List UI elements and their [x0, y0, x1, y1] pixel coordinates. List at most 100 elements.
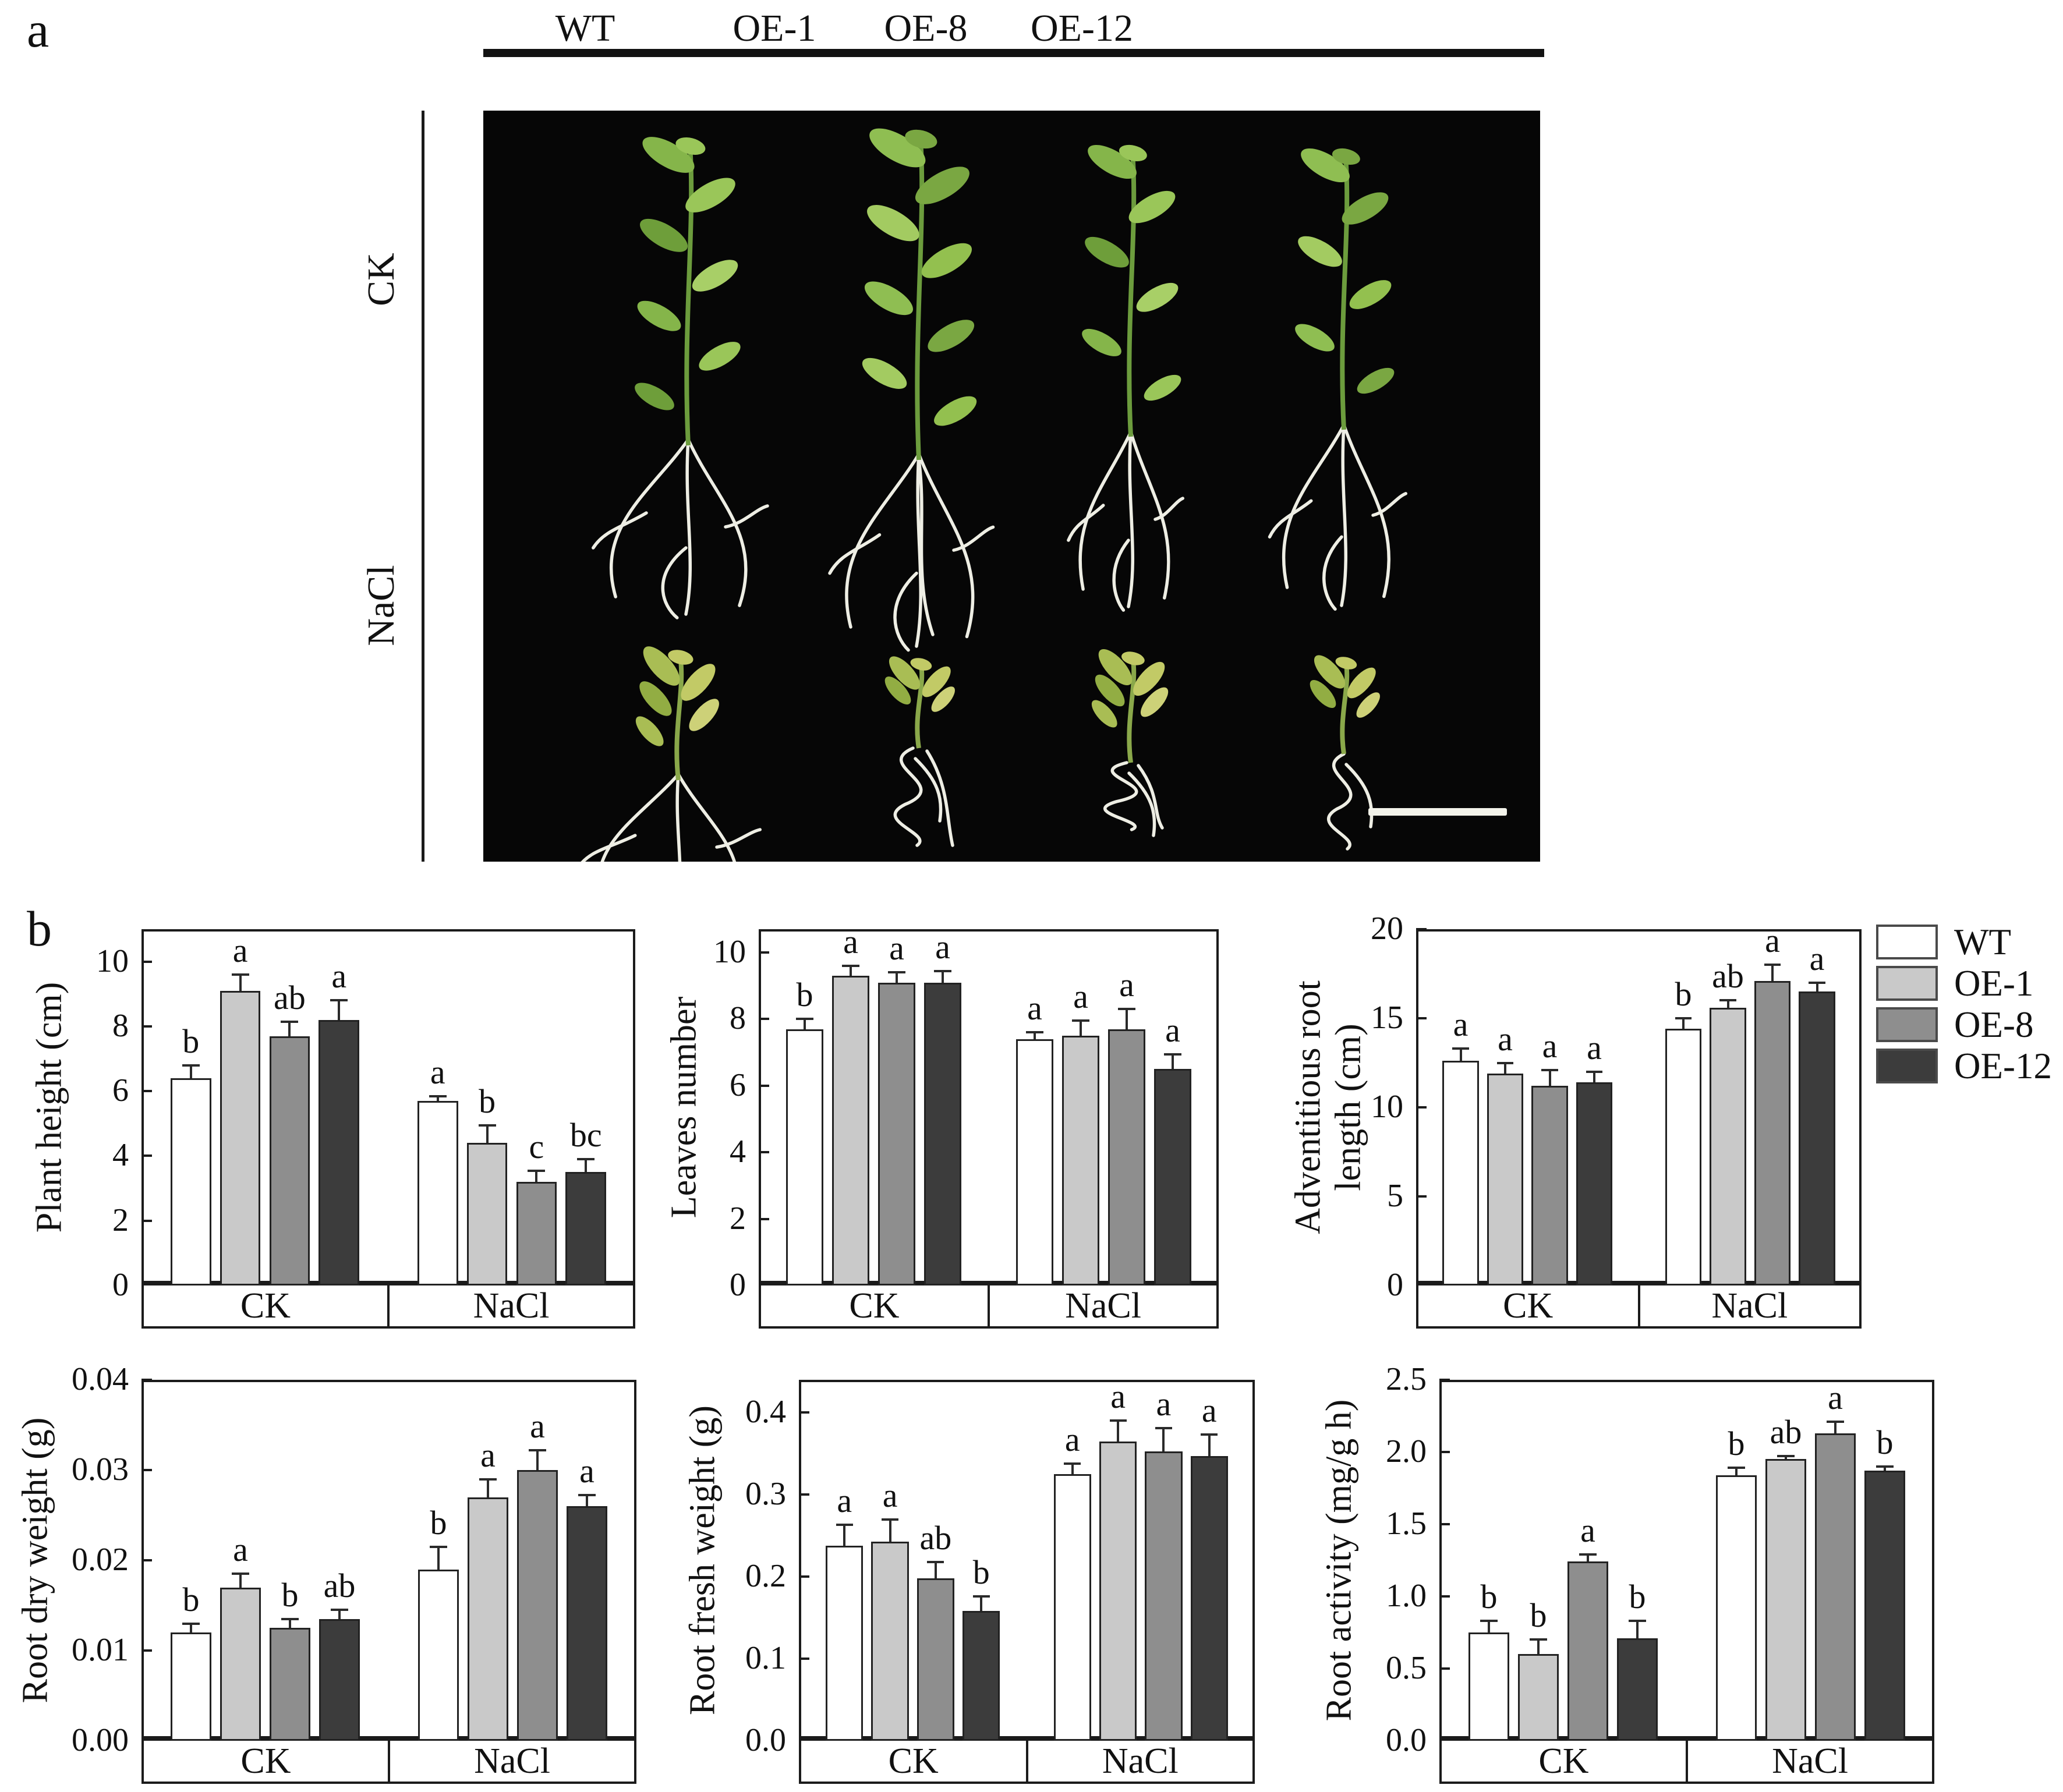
plant — [1091, 649, 1169, 837]
error-bar-cap — [1719, 999, 1736, 1002]
group-band-cell-ck: CK — [1503, 1286, 1554, 1326]
error-bar — [487, 1479, 489, 1497]
bar-ck-oe-12 — [963, 1611, 1000, 1741]
genotype-label-oe8: OE-8 — [884, 7, 968, 49]
y-tick-mark — [1439, 1595, 1450, 1598]
seedling-photo-panel — [483, 111, 1540, 925]
error-bar — [1771, 965, 1774, 981]
y-tick-mark — [141, 1154, 152, 1157]
error-bar — [804, 1019, 806, 1029]
y-tick-label: 0.4 — [745, 1394, 786, 1430]
error-bar-cap — [1064, 1462, 1081, 1465]
sig-letter: a — [1828, 1378, 1843, 1416]
chart-root-activity: 0.0 0.5 1.0 1.5 2.0 2.5 Root activity (mg/g h)… — [1319, 1363, 1934, 1784]
y-tick-mark — [141, 1025, 152, 1028]
error-bar-cap — [1480, 1620, 1498, 1623]
sig-letter: a — [1542, 1026, 1558, 1065]
chart-plant-height: 0 2 4 6 8 10 Plant height (cm) b a ab a a b c bc CK NaCl — [29, 929, 635, 1329]
error-bar — [536, 1450, 539, 1470]
y-tick-label: 5 — [1387, 1177, 1403, 1214]
y-axis-title-line: Adventitious root — [1288, 980, 1328, 1234]
y-axis-title: Root dry weight (g) — [15, 1418, 55, 1704]
error-bar — [1587, 1554, 1589, 1562]
plants-photo — [578, 128, 1507, 925]
bar-ck-oe-8 — [1531, 1086, 1568, 1285]
error-bar-cap — [330, 999, 348, 1002]
sig-letter: a — [1580, 1511, 1595, 1550]
error-bar-cap — [1827, 1420, 1844, 1423]
error-bar-cap — [331, 1609, 348, 1612]
y-axis-title-line: Plant height (cm) — [29, 982, 69, 1233]
bar-ck-wt — [1468, 1632, 1509, 1741]
y-tick-label: 2.5 — [1386, 1361, 1427, 1397]
sig-letter: a — [1453, 1005, 1468, 1044]
sig-letter: b — [1530, 1596, 1547, 1635]
sig-letter: c — [529, 1127, 544, 1166]
bar-nacl-oe-8 — [1145, 1451, 1183, 1741]
sig-letter: a — [430, 1053, 445, 1091]
error-bar — [1488, 1621, 1490, 1632]
error-bar-cap — [842, 964, 859, 967]
treatment-axis-rule — [422, 111, 424, 862]
y-tick-mark — [141, 1559, 152, 1561]
plant — [578, 646, 762, 925]
scale-bar — [1368, 808, 1507, 816]
plant — [884, 656, 955, 847]
error-bar-cap — [1026, 1031, 1043, 1034]
error-bar-cap — [430, 1545, 447, 1548]
sig-letter: a — [579, 1452, 595, 1490]
error-bar — [289, 1619, 291, 1628]
sig-letter: ab — [919, 1518, 952, 1557]
y-tick-mark — [1416, 1106, 1427, 1109]
sig-letter: a — [1201, 1391, 1217, 1430]
legend-swatch-oe1 — [1876, 966, 1938, 1001]
sig-letter: a — [233, 1531, 248, 1569]
bar-nacl-oe-12 — [565, 1172, 606, 1285]
bar-ck-oe-12 — [319, 1619, 360, 1741]
error-bar-cap — [528, 1169, 546, 1172]
error-bar-cap — [1629, 1620, 1646, 1623]
error-bar — [850, 965, 852, 976]
bar-ck-oe-8 — [917, 1578, 954, 1741]
sig-letter: a — [889, 929, 904, 968]
error-bar — [1735, 1468, 1738, 1475]
bar-ck-oe-1 — [871, 1541, 909, 1741]
bar-nacl-oe-12 — [567, 1506, 607, 1741]
group-band-cell-ck: CK — [240, 1741, 291, 1781]
error-bar — [338, 1610, 341, 1619]
chart-root-dry-weight: 0.00 0.01 0.02 0.03 0.04 Root dry weight (g) b… — [15, 1363, 636, 1784]
y-tick-label: 0.0 — [745, 1722, 786, 1758]
chart-leaves-number: 0 2 4 6 8 10 Leaves number b a a a a a a a CK NaCl — [664, 925, 1219, 1329]
sig-letter: b — [1629, 1578, 1646, 1616]
bar-ck-oe-12 — [1576, 1082, 1613, 1285]
y-tick-mark — [141, 1649, 152, 1652]
error-bar — [338, 1000, 341, 1020]
bar-ck-oe-8 — [1567, 1561, 1608, 1741]
error-bar — [889, 1519, 891, 1542]
legend-item-oe1: OE-1 — [1876, 965, 2052, 1002]
group-band-cell-ck: CK — [1538, 1741, 1589, 1781]
y-tick-mark — [759, 1084, 769, 1087]
genotype-label-oe12: OE-12 — [1031, 7, 1133, 49]
y-tick-label: 2 — [730, 1200, 746, 1237]
bar-nacl-oe-8 — [517, 1470, 558, 1741]
bar-ck-wt — [826, 1545, 864, 1741]
legend-label-oe12: OE-12 — [1954, 1045, 2052, 1086]
bar-nacl-wt — [1665, 1029, 1702, 1285]
axis-frame — [141, 929, 635, 1285]
legend-swatch-wt — [1876, 925, 1938, 959]
y-tick-mark — [141, 1090, 152, 1093]
error-bar-cap — [1118, 1008, 1135, 1011]
error-bar-cap — [1541, 1068, 1558, 1071]
error-bar-cap — [1579, 1553, 1597, 1556]
error-bar-cap — [1675, 1017, 1692, 1019]
axis-frame — [141, 1380, 636, 1741]
error-bar-cap — [1109, 1419, 1127, 1422]
y-axis-title-line: Root fresh weight (g) — [682, 1405, 723, 1716]
sig-letter: a — [1027, 989, 1042, 1028]
error-bar — [980, 1596, 983, 1612]
error-bar — [486, 1125, 489, 1143]
bar-nacl-oe-1 — [466, 1143, 508, 1285]
y-tick-label: 0 — [1387, 1266, 1403, 1303]
sig-letter: b — [972, 1553, 990, 1591]
